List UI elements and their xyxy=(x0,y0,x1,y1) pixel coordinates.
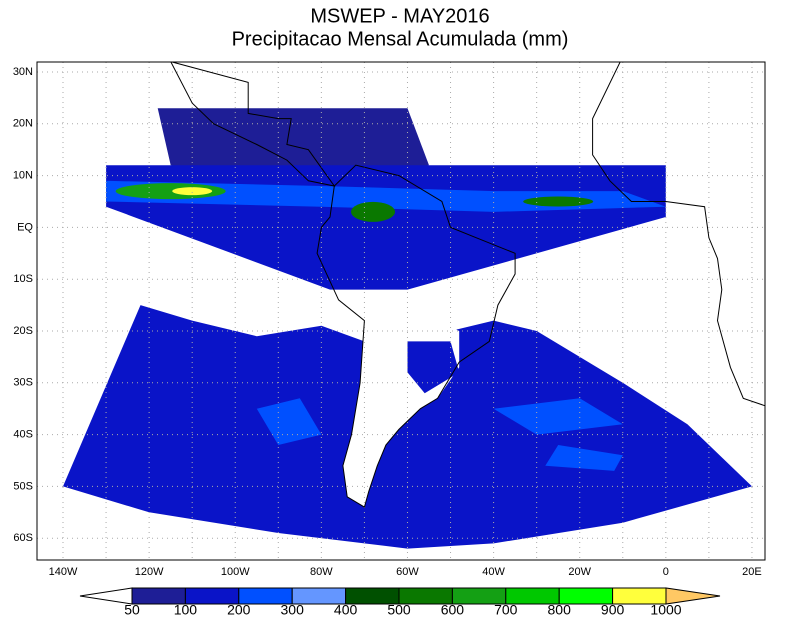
precip-max xyxy=(172,187,213,196)
colorbar-label: 900 xyxy=(601,602,625,618)
precip-uruguay xyxy=(407,341,460,394)
colorbar-label: 300 xyxy=(281,602,305,618)
subtitle: Precipitacao Mensal Acumulada (mm) xyxy=(232,28,569,50)
colorbar-label: 500 xyxy=(387,602,411,618)
lon-label: 80W xyxy=(310,566,333,578)
lon-label: 20W xyxy=(568,566,591,578)
map xyxy=(37,62,765,560)
lon-label: 0 xyxy=(663,566,669,578)
colorbar-high xyxy=(665,587,721,605)
lon-label: 20E xyxy=(742,566,762,578)
map-frame xyxy=(36,61,766,561)
lat-label: 10N xyxy=(13,170,33,182)
lon-label: 100W xyxy=(221,566,250,578)
colorbar-label: 800 xyxy=(548,602,572,618)
colorbar-label: 100 xyxy=(174,602,198,618)
lat-label: 40S xyxy=(13,429,33,441)
lat-label: 50S xyxy=(13,480,33,492)
precip-max xyxy=(115,183,226,200)
precip-patch xyxy=(256,398,322,445)
lat-label: 20S xyxy=(13,325,33,337)
colorbar-label: 400 xyxy=(334,602,358,618)
precip-patch xyxy=(545,445,623,471)
precip-max xyxy=(523,196,594,207)
precip-itcz-core xyxy=(106,180,666,212)
colorbar-label: 600 xyxy=(441,602,465,618)
lat-label: EQ xyxy=(17,221,33,233)
precip-max xyxy=(351,201,396,222)
colorbar-label: 700 xyxy=(494,602,518,618)
coastline xyxy=(316,164,516,508)
colorbar-label: 200 xyxy=(227,602,251,618)
title: MSWEP - MAY2016 xyxy=(310,5,489,27)
precip-patch xyxy=(493,398,623,435)
colorbar-label: 1000 xyxy=(650,602,681,618)
lon-label: 40W xyxy=(482,566,505,578)
lat-label: 30N xyxy=(13,66,33,78)
lat-label: 20N xyxy=(13,118,33,130)
lat-label: 60S xyxy=(13,532,33,544)
coastline xyxy=(170,62,336,187)
lon-label: 60W xyxy=(396,566,419,578)
coastline xyxy=(592,62,765,407)
lat-label: 30S xyxy=(13,377,33,389)
colorbar-label: 50 xyxy=(124,602,140,618)
lat-label: 10S xyxy=(13,273,33,285)
lon-label: 140W xyxy=(49,566,78,578)
lon-label: 120W xyxy=(135,566,164,578)
